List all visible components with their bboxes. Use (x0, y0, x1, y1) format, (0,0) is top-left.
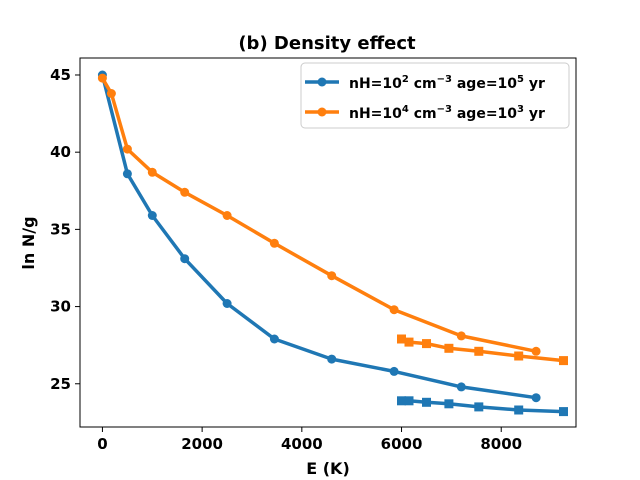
legend-label-series-2: nH=104 cm−3 age=103 yr (349, 104, 545, 122)
data-point (222, 299, 232, 308)
legend-2-exp2: −3 (437, 104, 452, 115)
legend-2-tail: yr (524, 106, 545, 122)
data-point-square (422, 397, 431, 407)
data-point (531, 346, 541, 356)
data-point-square (559, 356, 568, 366)
data-point-square (404, 396, 414, 406)
data-point-square (444, 399, 454, 409)
plot-content (97, 70, 568, 417)
data-point-square (514, 351, 524, 361)
x-tick-label: 2000 (181, 435, 223, 453)
legend-1-tail: yr (524, 76, 545, 92)
legend-1-mid: cm (409, 76, 437, 92)
data-point (456, 331, 466, 341)
data-point-square (559, 407, 568, 417)
data-point (327, 354, 337, 364)
data-point (327, 271, 337, 281)
data-point-square (514, 405, 524, 415)
data-point (180, 187, 190, 197)
y-tick-label: 30 (50, 298, 71, 316)
legend-1-exp2: −3 (437, 74, 452, 85)
data-point (222, 211, 232, 220)
data-point-square (404, 337, 414, 347)
legend-2-exp1: 4 (402, 104, 409, 115)
data-point-square (474, 402, 484, 412)
y-axis-label: ln N/g (19, 216, 38, 269)
data-point-square (474, 346, 484, 356)
data-point (97, 73, 107, 83)
data-point-square (397, 396, 406, 406)
legend-marker-series-1 (317, 77, 327, 87)
data-point-square (444, 343, 454, 353)
data-point (269, 238, 279, 248)
data-point (269, 334, 279, 344)
data-point (389, 305, 399, 315)
legend-1-exp1: 2 (402, 74, 409, 85)
legend-label-series-1: nH=102 cm−3 age=105 yr (349, 74, 545, 92)
data-point-square (422, 339, 431, 349)
legend-marker-series-2 (317, 107, 327, 117)
data-point (122, 144, 132, 154)
legend-1-base: nH=10 (349, 76, 402, 92)
y-tick-label: 35 (50, 220, 71, 238)
data-point (147, 211, 157, 220)
plot-frame (79, 57, 577, 428)
x-tick-label: 4000 (281, 435, 323, 453)
chart-title: (b) Density effect (238, 33, 416, 54)
x-tick-label: 8000 (480, 435, 522, 453)
data-point-square (397, 334, 406, 344)
data-point (180, 254, 190, 264)
legend: nH=102 cm−3 age=105 yr nH=104 cm−3 age=1… (300, 62, 570, 129)
data-point (106, 89, 116, 98)
x-axis-label: E (K) (306, 459, 350, 478)
data-point (147, 167, 157, 177)
legend-1-mid2: age=10 (452, 76, 517, 92)
x-tick-label: 0 (97, 435, 107, 453)
legend-2-mid: cm (409, 106, 437, 122)
y-tick-label: 40 (50, 143, 71, 161)
legend-2-exp3: 3 (517, 104, 524, 115)
data-point (456, 382, 466, 392)
series-line-1 (100, 74, 537, 400)
data-point (389, 366, 399, 376)
y-tick-label: 25 (50, 375, 71, 393)
data-point (531, 393, 541, 403)
legend-1-exp3: 5 (517, 74, 524, 85)
data-point (122, 169, 132, 179)
x-tick-label: 6000 (381, 435, 423, 453)
legend-box (300, 62, 570, 129)
legend-2-mid2: age=10 (452, 106, 517, 122)
y-tick-label: 45 (50, 66, 71, 84)
legend-2-base: nH=10 (349, 106, 402, 122)
